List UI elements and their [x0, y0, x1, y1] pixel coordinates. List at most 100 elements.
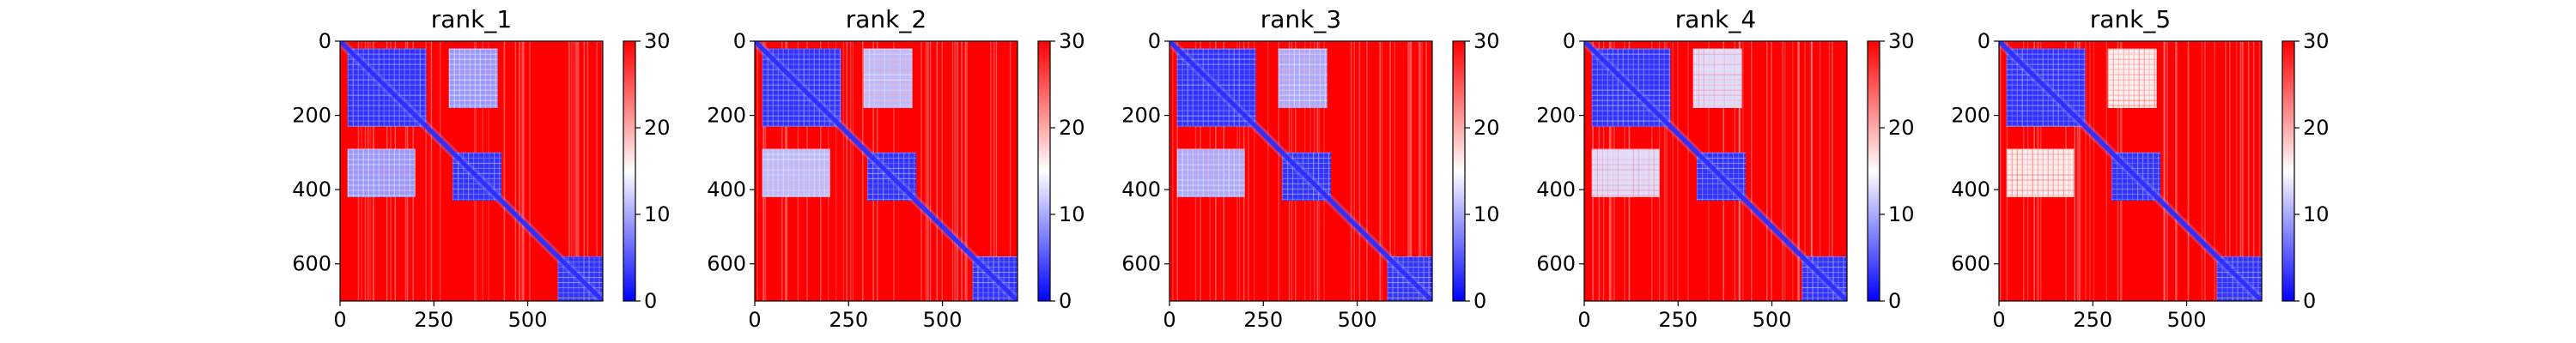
- heatmap-block-texture: [2006, 58, 2086, 60]
- heatmap-block-texture: [2006, 120, 2086, 122]
- heatmap-block-texture: [1176, 120, 1256, 122]
- heatmap-block-texture: [453, 188, 501, 190]
- heatmap-block-texture: [1658, 148, 1660, 197]
- heatmap-block-texture: [2216, 272, 2262, 274]
- colorbar-tick-label: 10: [2303, 202, 2330, 226]
- heatmap-block-texture: [762, 125, 841, 127]
- y-tick-label: 0: [1563, 29, 1576, 53]
- heatmap-block-texture: [2073, 48, 2075, 127]
- heatmap-block-texture: [1801, 256, 1803, 301]
- heatmap-block-texture: [568, 256, 569, 301]
- heatmap-block-texture: [1601, 48, 1603, 127]
- heatmap-block-texture: [1207, 48, 1209, 127]
- heatmap-block-texture: [1591, 105, 1671, 106]
- heatmap-block-texture: [1176, 94, 1256, 96]
- heatmap-block-texture: [762, 48, 841, 50]
- heatmap-block-texture: [2257, 256, 2259, 301]
- heatmap-block-texture: [1176, 153, 1245, 155]
- heatmap-block-texture: [448, 84, 498, 86]
- heatmap-block-texture: [347, 153, 416, 155]
- heatmap-block-texture: [2006, 99, 2086, 101]
- colorbar: [2281, 40, 2295, 302]
- panel-5: rank_5 0 250 500 0 200 400 600 0 10 20 30: [1951, 5, 2329, 332]
- heatmap-texture: [961, 41, 963, 301]
- y-tick-label: 600: [707, 252, 746, 276]
- heatmap-block-texture: [557, 282, 603, 284]
- heatmap-block-texture: [2107, 89, 2157, 91]
- heatmap-block-texture: [489, 48, 491, 108]
- heatmap-block-texture: [1591, 99, 1671, 101]
- heatmap-block-texture: [1319, 48, 1321, 108]
- heatmap-block-texture: [1607, 48, 1608, 127]
- heatmap-block-texture: [347, 48, 427, 50]
- heatmap-block-texture: [972, 256, 974, 301]
- heatmap-block-texture: [1324, 48, 1326, 108]
- y-tick-label: 600: [292, 252, 331, 276]
- y-tick-label: 400: [292, 178, 331, 202]
- heatmap-block-texture: [388, 148, 390, 197]
- heatmap-block-texture: [867, 193, 916, 195]
- heatmap-block-texture: [1278, 94, 1327, 96]
- heatmap-block-texture: [1282, 188, 1331, 190]
- heatmap-diagonal-halo: [1170, 41, 1432, 301]
- y-tick-label: 400: [1951, 178, 1990, 202]
- heatmap-block-texture: [414, 148, 416, 197]
- heatmap-block-texture: [1387, 272, 1432, 274]
- heatmap-texture: [990, 41, 992, 301]
- heatmap-block-texture: [1596, 148, 1598, 197]
- heatmap-texture: [1999, 41, 2002, 301]
- heatmap-texture: [1798, 41, 1800, 301]
- heatmap-diagonal-halo: [1584, 41, 1847, 301]
- heatmap-block-texture: [347, 125, 427, 127]
- heatmap-block-texture: [1617, 148, 1619, 197]
- heatmap-block-texture: [347, 94, 427, 96]
- heatmap-block-texture: [2221, 256, 2223, 301]
- heatmap-texture: [1267, 41, 1269, 301]
- heatmap-block-texture: [1233, 148, 1235, 197]
- heatmap-block-texture: [2107, 69, 2157, 70]
- x-tick-label: 0: [1163, 308, 1176, 332]
- heatmap-block-texture: [899, 48, 901, 108]
- heatmap-cells: [755, 41, 1018, 301]
- heatmap-block-texture: [347, 190, 416, 191]
- heatmap-block-texture: [1643, 148, 1644, 197]
- heatmap-block-texture: [453, 48, 455, 108]
- heatmap-block-texture: [982, 256, 984, 301]
- heatmap-block-texture: [2006, 53, 2086, 55]
- heatmap-block-texture: [448, 69, 498, 70]
- heatmap-diagonal-halo: [340, 41, 603, 301]
- heatmap-block-texture: [1278, 58, 1327, 60]
- heatmap-block-texture: [368, 148, 369, 197]
- heatmap-block-texture: [767, 48, 769, 127]
- heatmap-block-texture: [357, 48, 359, 127]
- heatmap-texture: [2105, 41, 2108, 301]
- heatmap-block-texture: [2006, 48, 2086, 50]
- heatmap-block-texture: [1702, 152, 1704, 202]
- heatmap-block-texture: [762, 79, 841, 81]
- heatmap-block-texture: [1607, 148, 1608, 197]
- heatmap-texture: [1254, 41, 1255, 301]
- colorbar-tick-label: 0: [1059, 289, 1072, 313]
- heatmap-block-texture: [448, 48, 498, 50]
- heatmap-block-texture: [787, 48, 789, 127]
- heatmap-block-texture: [1733, 152, 1735, 202]
- heatmap-block-texture: [484, 48, 486, 108]
- heatmap-texture: [966, 41, 968, 301]
- heatmap-texture: [936, 41, 939, 301]
- heatmap-texture: [1784, 41, 1786, 301]
- heatmap-block-texture: [2107, 48, 2109, 108]
- heatmap-block-texture: [347, 115, 427, 117]
- heatmap-texture: [2175, 41, 2177, 301]
- heatmap-block-texture: [1176, 48, 1256, 50]
- heatmap-block-texture: [2006, 79, 2086, 81]
- colorbar-tick-label: 20: [1059, 116, 1085, 140]
- heatmap-block: [1591, 148, 1660, 197]
- heatmap-block-texture: [808, 148, 810, 197]
- heatmap-block-texture: [2216, 256, 2262, 258]
- heatmap-block-texture: [1176, 148, 1245, 150]
- colorbar-tick-label: 30: [1888, 29, 1915, 53]
- heatmap-texture: [2176, 41, 2178, 301]
- heatmap-texture: [425, 41, 427, 301]
- y-tick-label: 200: [707, 104, 746, 128]
- heatmap-block-texture: [1328, 152, 1330, 202]
